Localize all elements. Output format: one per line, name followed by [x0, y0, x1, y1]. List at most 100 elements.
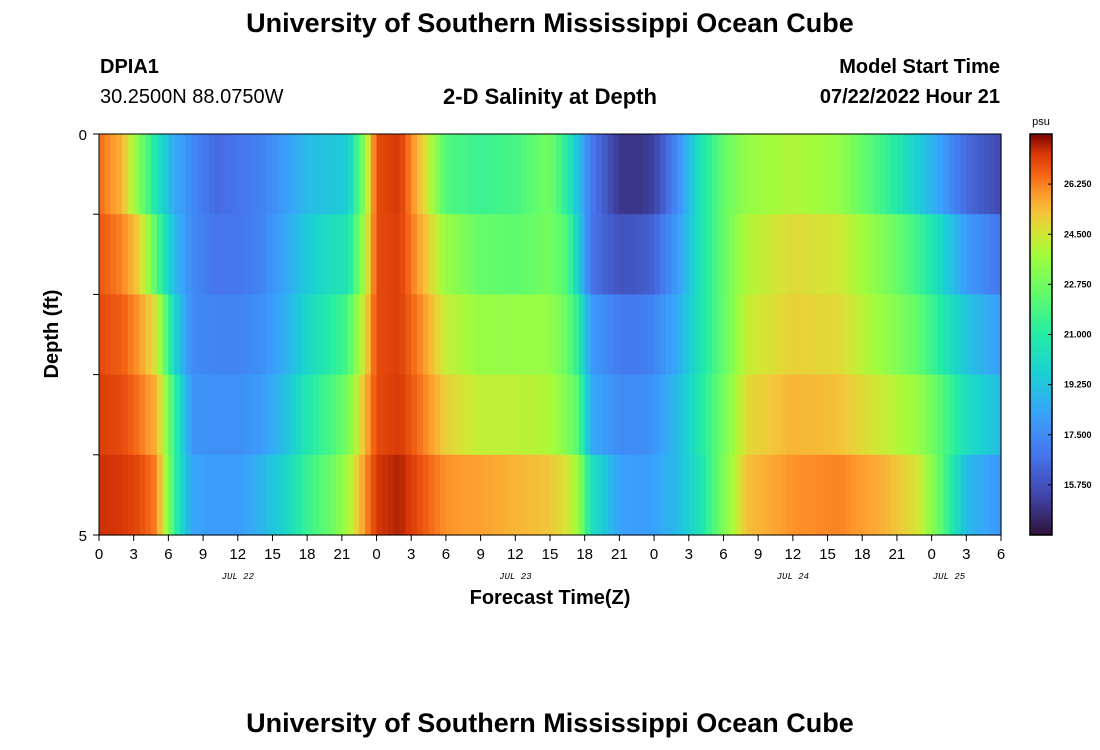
heatmap-cell — [295, 134, 302, 215]
heatmap-cell — [237, 294, 245, 376]
heatmap-cell — [515, 134, 522, 215]
heatmap-cell — [295, 374, 302, 456]
heatmap-cell — [312, 294, 320, 376]
heatmap-cell — [116, 454, 123, 536]
heatmap-cell — [995, 374, 1002, 456]
heatmap-cell — [735, 294, 742, 376]
heatmap-cell — [486, 214, 493, 295]
model-start-value: 07/22/2022 Hour 21 — [819, 86, 1000, 108]
heatmap-cell — [711, 214, 719, 295]
heatmap-cell — [139, 214, 146, 295]
heatmap-cell — [451, 454, 459, 536]
heatmap-cell — [110, 454, 117, 536]
heatmap-cell — [584, 214, 592, 295]
heatmap-cell — [567, 214, 574, 295]
chart-subtitle: 2-D Salinity at Depth — [443, 84, 657, 109]
heatmap-cell — [538, 214, 545, 295]
heatmap-cell — [127, 214, 135, 295]
heatmap-cell — [862, 454, 869, 536]
heatmap-cell — [711, 454, 719, 536]
heatmap-cell — [914, 294, 921, 376]
heatmap-cell — [694, 214, 701, 295]
heatmap-cell — [607, 294, 615, 376]
heatmap-cell — [943, 134, 950, 215]
heatmap-cell — [474, 374, 482, 456]
heatmap-cell — [376, 294, 383, 376]
heatmap-cell — [226, 214, 233, 295]
heatmap-cell — [220, 134, 227, 215]
heatmap-cell — [203, 374, 210, 456]
y-tick-label: 5 — [79, 528, 87, 545]
heatmap-cell — [613, 374, 620, 456]
colorbar-unit: psu — [1032, 116, 1050, 128]
heatmap-cell — [763, 134, 771, 215]
heatmap-cell — [336, 134, 343, 215]
heatmap-cell — [804, 454, 811, 536]
heatmap-cell — [99, 454, 106, 536]
heatmap-cell — [671, 374, 678, 456]
heatmap-cell — [509, 134, 516, 215]
heatmap-cell — [596, 294, 603, 376]
heatmap-cell — [422, 214, 430, 295]
heatmap-cell — [469, 454, 476, 536]
heatmap-cell — [960, 214, 967, 295]
heatmap-cell — [174, 294, 181, 376]
heatmap-cell — [977, 214, 985, 295]
heatmap-cell — [168, 214, 175, 295]
heatmap-cell — [284, 374, 291, 456]
heatmap-cell — [948, 454, 956, 536]
heatmap-cell — [405, 214, 412, 295]
heatmap-cell — [856, 374, 863, 456]
heatmap-cell — [729, 294, 736, 376]
heatmap-cell — [602, 214, 609, 295]
heatmap-cell — [746, 214, 753, 295]
heatmap-cell — [324, 374, 331, 456]
heatmap-cell — [792, 214, 800, 295]
heatmap-cell — [636, 134, 644, 215]
heatmap-cell — [966, 214, 973, 295]
heatmap-cell — [607, 134, 615, 215]
heatmap-cell — [590, 214, 597, 295]
heatmap-cell — [735, 214, 742, 295]
heatmap-cell — [185, 454, 193, 536]
colorbar-tick-label: 15.750 — [1064, 480, 1092, 490]
heatmap-cell — [931, 134, 938, 215]
heatmap-cell — [630, 294, 638, 376]
heatmap-cell — [844, 134, 852, 215]
heatmap-cell — [839, 454, 846, 536]
heatmap-cell — [243, 294, 250, 376]
heatmap-cell — [833, 374, 840, 456]
heatmap-cell — [197, 294, 204, 376]
heatmap-cell — [497, 134, 505, 215]
heatmap-cell — [538, 454, 545, 536]
heatmap-cell — [763, 374, 771, 456]
heatmap-cell — [891, 294, 898, 376]
heatmap-cell — [179, 214, 187, 295]
heatmap-cell — [654, 454, 661, 536]
heatmap-cell — [850, 374, 858, 456]
heatmap-cell — [625, 134, 632, 215]
heatmap-cell — [602, 454, 609, 536]
heatmap-cell — [411, 214, 418, 295]
heatmap-cell — [827, 134, 834, 215]
heatmap-cell — [781, 454, 788, 536]
x-tick-label: 9 — [476, 546, 484, 563]
heatmap-cell — [99, 374, 106, 456]
heatmap-cell — [567, 294, 574, 376]
heatmap-cell — [174, 214, 181, 295]
day-label: JUL 22 — [222, 572, 255, 582]
heatmap-cell — [717, 134, 725, 215]
heatmap-cell — [364, 374, 372, 456]
heatmap-cell — [440, 374, 447, 456]
heatmap-cell — [682, 374, 690, 456]
heatmap-cell — [781, 214, 788, 295]
heatmap-cell — [497, 294, 505, 376]
heatmap-cell — [133, 134, 141, 215]
heatmap-cell — [411, 294, 418, 376]
heatmap-cell — [393, 374, 401, 456]
heatmap-cell — [179, 374, 187, 456]
heatmap-cell — [203, 454, 210, 536]
heatmap-cell — [110, 294, 117, 376]
heatmap-cell — [688, 294, 696, 376]
heatmap-cell — [948, 134, 956, 215]
